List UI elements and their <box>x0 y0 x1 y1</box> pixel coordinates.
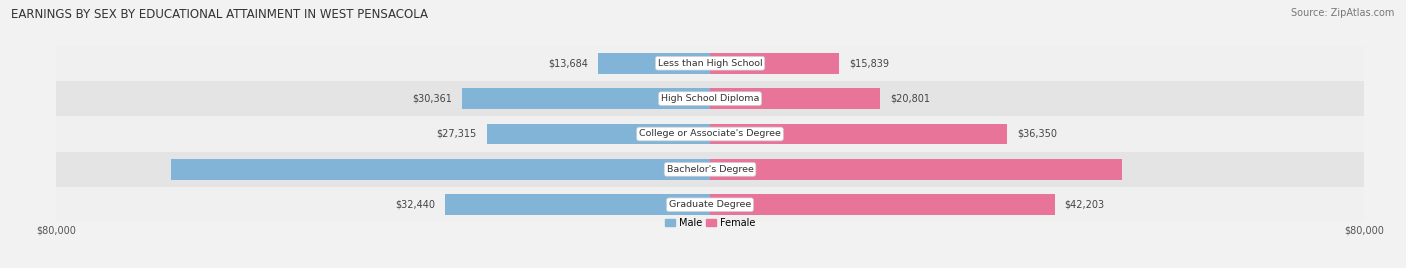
Text: EARNINGS BY SEX BY EDUCATIONAL ATTAINMENT IN WEST PENSACOLA: EARNINGS BY SEX BY EDUCATIONAL ATTAINMEN… <box>11 8 429 21</box>
Bar <box>56 116 1364 152</box>
Bar <box>598 53 710 73</box>
Bar <box>56 81 1364 116</box>
Bar <box>172 159 710 180</box>
Text: $36,350: $36,350 <box>1017 129 1057 139</box>
Bar <box>463 88 710 109</box>
Text: $50,404: $50,404 <box>672 164 717 174</box>
Legend: Male, Female: Male, Female <box>661 214 759 232</box>
Bar <box>710 195 1054 215</box>
Bar <box>710 88 880 109</box>
Text: Less than High School: Less than High School <box>658 59 762 68</box>
Text: Bachelor's Degree: Bachelor's Degree <box>666 165 754 174</box>
Text: $27,315: $27,315 <box>437 129 477 139</box>
Text: $20,801: $20,801 <box>890 94 929 104</box>
Bar <box>486 124 710 144</box>
Bar <box>710 124 1007 144</box>
Bar <box>56 46 1364 81</box>
Text: Source: ZipAtlas.com: Source: ZipAtlas.com <box>1291 8 1395 18</box>
Text: $15,839: $15,839 <box>849 58 889 68</box>
Text: $30,361: $30,361 <box>412 94 453 104</box>
Text: College or Associate's Degree: College or Associate's Degree <box>640 129 780 139</box>
Bar <box>710 53 839 73</box>
Bar <box>444 195 710 215</box>
Text: $65,921: $65,921 <box>703 164 748 174</box>
Bar <box>56 152 1364 187</box>
Text: High School Diploma: High School Diploma <box>661 94 759 103</box>
Text: $32,440: $32,440 <box>395 200 434 210</box>
Bar <box>710 159 1122 180</box>
Text: Graduate Degree: Graduate Degree <box>669 200 751 209</box>
Text: $13,684: $13,684 <box>548 58 588 68</box>
Text: $42,203: $42,203 <box>1064 200 1105 210</box>
Bar <box>56 187 1364 222</box>
